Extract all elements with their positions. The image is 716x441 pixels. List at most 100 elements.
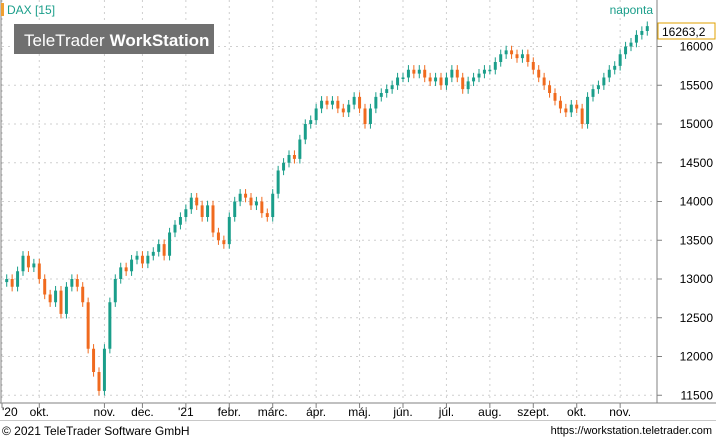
watermark-box [14,24,214,54]
candle-body [178,217,182,225]
y-tick-label: 11500 [681,388,714,402]
candle-body [488,69,492,72]
candle-body [184,209,188,217]
candle-body [580,108,584,124]
x-tick-label: júl. [438,405,454,419]
x-tick-label: ápr. [306,405,326,419]
y-tick-label: 12000 [680,350,714,364]
candle-body [97,372,101,391]
candle-body [260,201,264,214]
x-tick-label: febr. [218,405,241,419]
candle-body [558,100,562,109]
candle-body [43,279,47,295]
candle-body [21,255,25,272]
candle-body [341,108,345,113]
candle-body [352,96,356,105]
y-tick-label: 13500 [680,233,714,247]
candle-body [504,50,508,55]
candle-body [347,104,351,113]
candle-body [233,201,237,217]
candle-body [499,54,503,62]
candle-body [417,69,421,74]
candle-body [520,54,524,59]
candle-body [211,205,215,233]
candle-body [493,62,497,70]
candle-body [553,93,557,101]
candle-body [124,267,128,272]
candle-body [645,26,649,31]
candle-body [444,77,448,86]
candle-body [119,267,123,279]
candle-body [358,96,362,109]
candle-body [537,69,541,78]
candle-body [526,54,530,62]
candle-body [32,263,36,268]
candle-body [314,108,318,121]
watermark-product: WorkStation [110,31,210,50]
candle-body [477,73,481,78]
candle-body [613,65,617,70]
x-tick-label: márc. [258,405,288,419]
candle-body [135,255,139,260]
candle-body [162,244,166,256]
candle-body [423,69,427,78]
candle-body [640,31,644,35]
y-axis: 11500 12000 12500 13000 13500 14000 14500 15000… [657,40,714,402]
candle-body [249,197,253,206]
candle-body [439,77,443,86]
candle-body [564,108,568,113]
candle-body [472,77,476,82]
footer-url[interactable]: https://workstation.teletrader.com [550,425,712,437]
candle-body [575,104,579,109]
candle-body [168,232,172,256]
interval-label[interactable]: naponta [610,3,654,17]
candle-body [461,77,465,90]
candle-body [113,279,117,303]
candle-body [390,85,394,90]
x-axis: '20 okt. nov. dec. '21 febr. márc. ápr. máj. jún.… [1,403,631,419]
symbol-label[interactable]: DAX [15] [7,3,55,17]
candle-body [412,69,416,74]
candle-body [396,77,400,86]
candle-body [531,62,535,70]
candle-body [569,104,573,113]
candle-body [309,120,313,124]
x-tick-label: okt. [567,405,586,419]
x-tick-label: nov. [609,405,631,419]
candle-body [151,251,155,256]
last-price-label: 16263,2 [662,25,706,39]
candle-body [466,81,470,90]
symbol-marker [1,3,4,16]
y-tick-label: 15000 [680,117,714,131]
candle-body [607,69,611,78]
candle-body [515,54,519,59]
candle-body [634,34,638,43]
candle-body [254,201,258,206]
x-tick-label: '21 [178,405,194,419]
candle-body [374,96,378,109]
candle-body [629,42,633,47]
candle-body [173,224,177,233]
candle-body [287,155,291,163]
candle-body [206,205,210,217]
candle-body [216,232,220,241]
footer: © 2021 TeleTrader Software GmbH https://… [0,420,716,441]
candle-body [81,286,85,303]
candle-body [102,348,106,391]
candle-body [336,100,340,109]
candle-body [140,255,144,264]
candle-body [222,240,226,245]
candle-body [10,279,14,287]
copyright-text: © 2021 TeleTrader Software GmbH [2,424,190,438]
y-tick-label: 14500 [680,156,714,170]
watermark-brand: TeleTrader [24,31,105,50]
candle-body [195,197,199,206]
x-tick-label: okt. [30,405,49,419]
candle-body [586,96,590,124]
candle-body [130,259,134,272]
candle-body [75,279,79,287]
x-tick-label: jún. [392,405,412,419]
candle-body [434,77,438,82]
